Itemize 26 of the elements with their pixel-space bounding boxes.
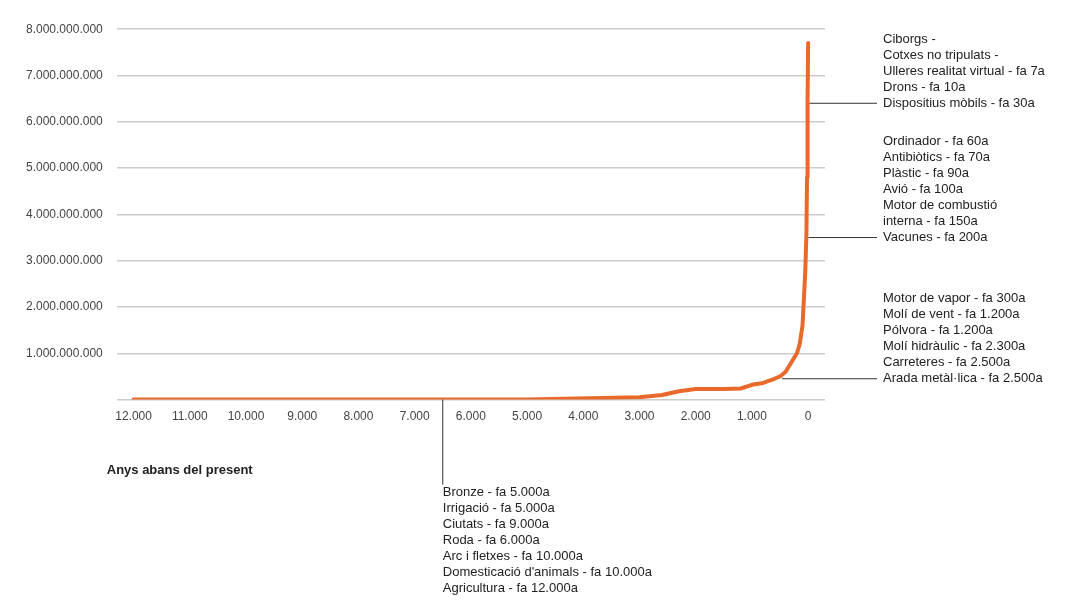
- x-tick-label: 12.000: [115, 409, 153, 424]
- x-tick-label: 9.000: [287, 409, 318, 424]
- y-tick-label: 2.000.000.000: [25, 299, 104, 314]
- annotation: Ciborgs - Cotxes no tripulats - Ulleres realitat virtual - fa 7a Drons - fa 10a Dispositius mòbils - fa 30a: [883, 30, 1046, 110]
- x-tick-label: 3.000: [624, 409, 655, 424]
- y-tick-label: 1.000.000.000: [25, 345, 104, 360]
- x-tick-label: 1.000: [736, 409, 768, 424]
- x-tick-label: 5.000: [512, 409, 543, 424]
- y-tick-label: 3.000.000.000: [25, 253, 104, 268]
- x-tick-label: 0: [804, 409, 812, 424]
- y-tick-label: 7.000.000.000: [25, 67, 104, 82]
- x-tick-label: 7.000: [399, 409, 430, 424]
- x-tick-label: 8.000: [343, 409, 374, 424]
- x-axis-title: Anys abans del present: [106, 461, 254, 477]
- x-tick-label: 11.000: [171, 409, 209, 424]
- y-tick-label: 5.000.000.000: [25, 160, 104, 175]
- x-tick-label: 6.000: [455, 409, 487, 424]
- y-tick-label: 6.000.000.000: [25, 114, 104, 129]
- annotation: Motor de vapor - fa 300a Molí de vent - fa 1.200a Pólvora - fa 1.200a Molí hidràulic - fa 2.300a Carreteres - fa 2.500a Arada metàl·lica - fa 2.500a: [883, 290, 1044, 386]
- x-tick-label: 4.000: [568, 409, 599, 424]
- y-tick-label: 4.000.000.000: [25, 206, 104, 221]
- annotation: Ordinador - fa 60a Antibiòtics - fa 70a Plàstic - fa 90a Avió - fa 100a Motor de combustió interna - fa 150a Vacunes - fa 200a: [883, 133, 998, 245]
- y-tick-label: 8.000.000.000: [25, 21, 104, 36]
- annotation: Bronze - fa 5.000a Irrigació - fa 5.000a Ciutats - fa 9.000a Roda - fa 6.000a Arc i fletxes - fa 10.000a Domesticació d'animals - fa 10.000a Agricultura - fa 12.000a: [442, 483, 653, 595]
- x-tick-label: 10.000: [227, 409, 265, 424]
- x-tick-label: 2.000: [680, 409, 712, 424]
